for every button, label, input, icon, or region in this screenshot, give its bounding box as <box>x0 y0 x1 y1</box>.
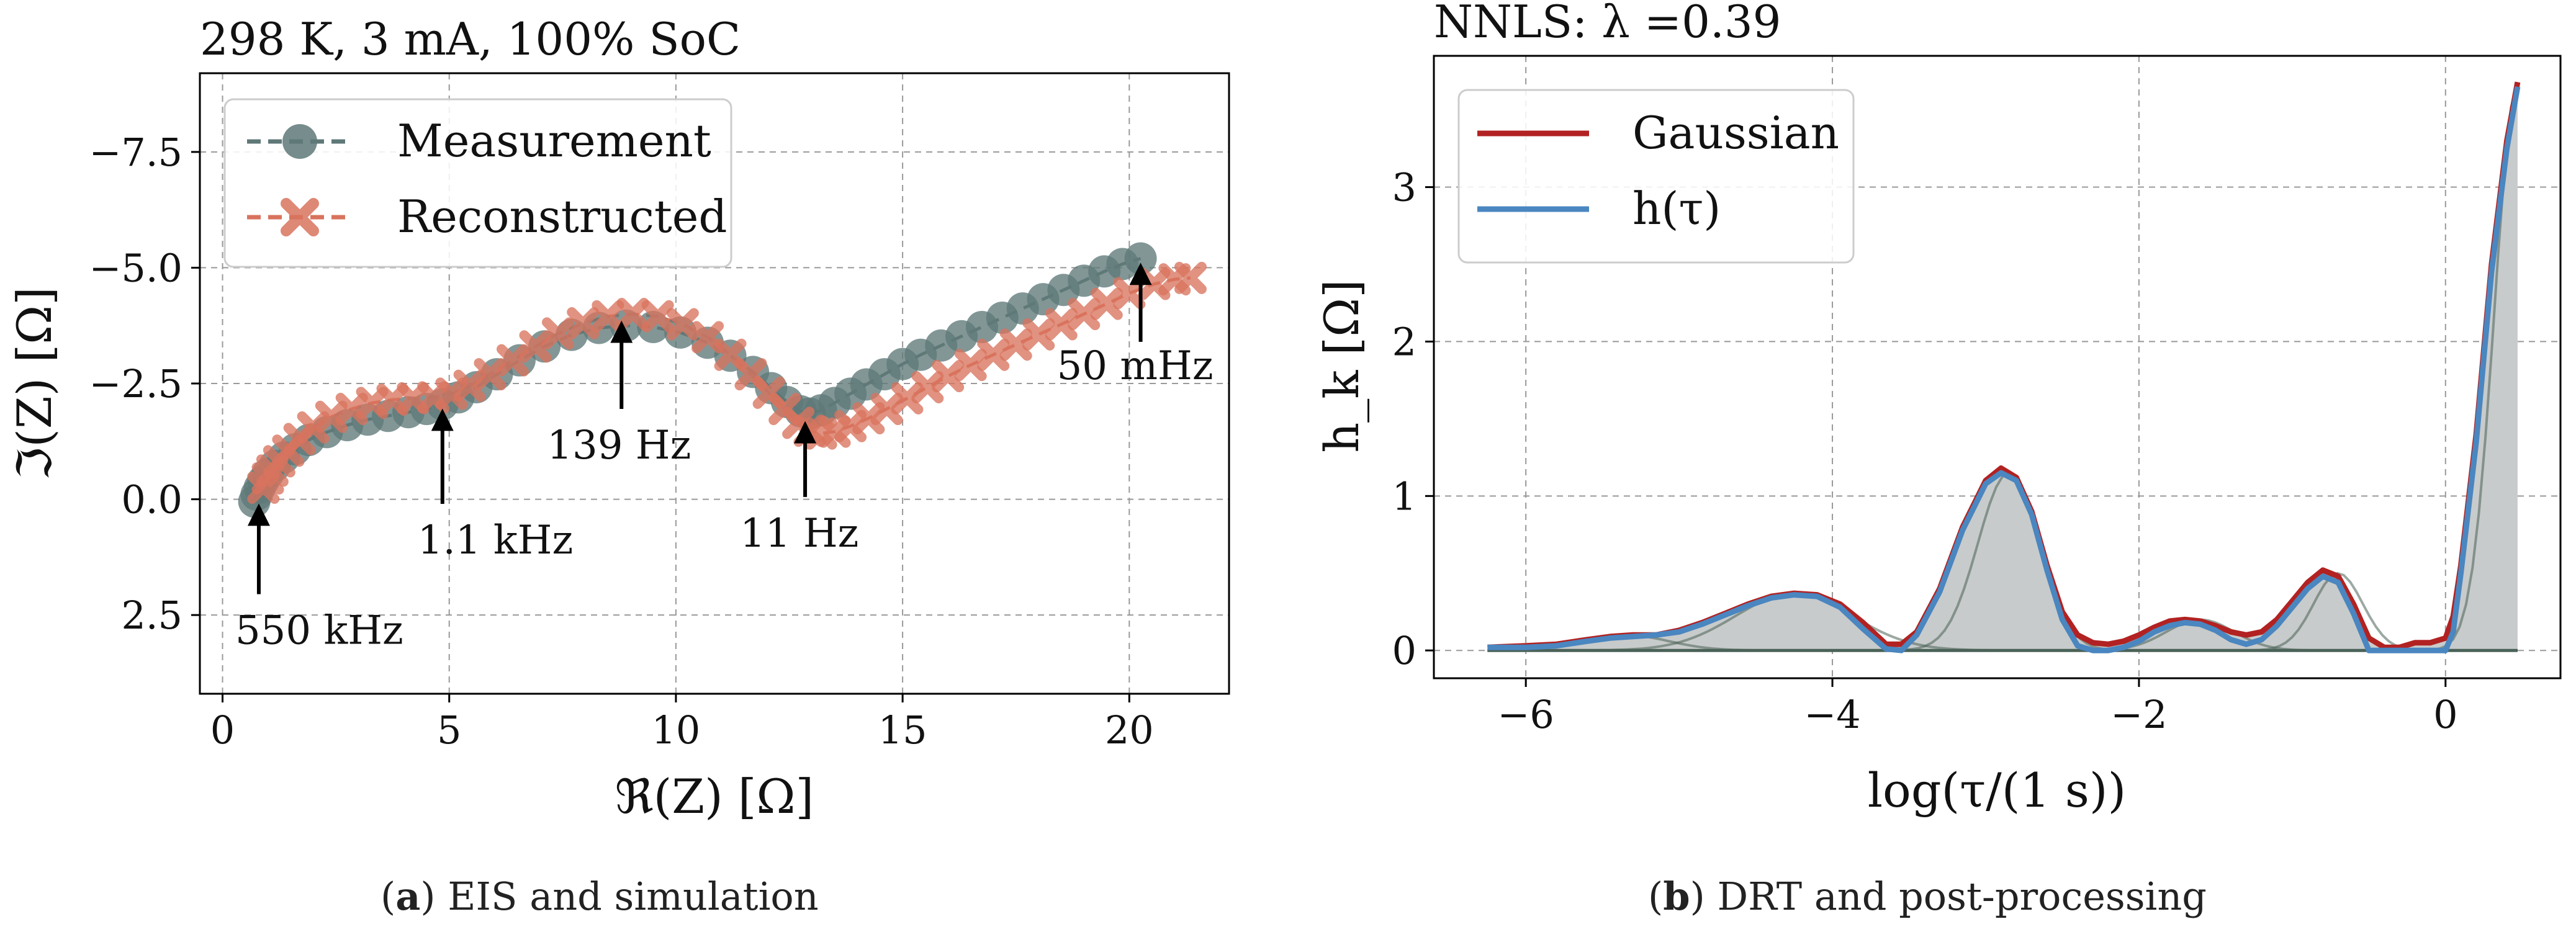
panel-b-x-tick-label: 0 <box>2433 692 2457 737</box>
panel-a-x-tick-label: 15 <box>878 707 927 753</box>
panel-a-y-tick-label: −7.5 <box>89 130 182 175</box>
reconstructed-point <box>911 370 944 403</box>
panel-a-y-tick-label: 0.0 <box>121 477 182 522</box>
panel-a-y-tick-label: −2.5 <box>89 361 182 406</box>
caption-b-letter: b <box>1663 874 1690 919</box>
panel-b-title: NNLS: λ =0.39 <box>1434 0 1781 48</box>
caption-b: (b) DRT and post-processing <box>1648 874 2207 919</box>
annotation-label: 11 Hz <box>740 511 858 557</box>
panel-a-annotations: 550 kHz 1.1 kHz 139 Hz 11 Hz 50 mHz <box>235 262 1214 654</box>
panel-b-x-tick-label: −6 <box>1497 692 1554 737</box>
panel-a-x-tick-label: 0 <box>210 707 235 753</box>
reconstructed-point <box>1045 308 1078 341</box>
panel-a-x-tick-label: 5 <box>437 707 461 753</box>
panel-b-drt-fill <box>1487 82 2518 651</box>
annotation-label: 139 Hz <box>547 423 691 468</box>
panel-a-y-ticks: −7.5 −5.0 −2.5 0.0 2.5 <box>89 130 200 638</box>
panel-a-x-tick-label: 20 <box>1105 707 1154 753</box>
reconstructed-point <box>641 300 674 333</box>
reconstructed-point <box>870 393 903 426</box>
legend-measurement-marker <box>282 124 317 159</box>
panel-b-gaussian-components <box>1487 84 2519 652</box>
panel-a-series <box>238 242 1207 518</box>
reconstructed-point <box>453 369 486 402</box>
panel-b-y-tick-label: 0 <box>1392 628 1416 673</box>
caption-a-text: EIS and simulation <box>448 874 819 919</box>
panel-a-x-label: ℜ(Z) [Ω] <box>615 769 814 824</box>
annotation-label: 1.1 kHz <box>418 518 573 563</box>
caption-b-text: DRT and post-processing <box>1717 874 2207 919</box>
reconstructed-point <box>1022 318 1055 351</box>
reconstructed-point <box>496 344 529 377</box>
reconstructed-point <box>1090 287 1123 320</box>
legend-h-tau-label: h(τ) <box>1633 182 1721 235</box>
caption-a: (a) EIS and simulation <box>381 874 819 919</box>
legend-reconstructed-marker <box>281 198 319 236</box>
reconstructed-point <box>999 328 1032 361</box>
panel-a-eis: 298 K, 3 mA, 100% SoC 550 kHz 1.1 kHz 139 … <box>7 13 1230 824</box>
panel-b-x-tick-label: −4 <box>1804 692 1860 737</box>
measurement-line <box>253 257 1142 503</box>
panel-a-title: 298 K, 3 mA, 100% SoC <box>200 13 741 65</box>
panel-b-x-tick-label: −2 <box>2110 692 2167 737</box>
reconstructed-point <box>932 360 965 393</box>
panel-b-y-tick-label: 1 <box>1392 473 1416 519</box>
reconstructed-point <box>1113 277 1146 310</box>
panel-b-y-label: h_k [Ω] <box>1314 279 1369 452</box>
panel-a-legend-box <box>223 98 732 268</box>
panel-a-y-tick-label: −5.0 <box>89 245 182 290</box>
panel-b-legend: Gaussian h(τ) <box>1457 89 1855 264</box>
panel-b-y-tick-label: 2 <box>1392 319 1416 364</box>
reconstructed-point <box>666 308 699 341</box>
panel-a-legend: Measurement Reconstructed <box>223 98 732 268</box>
panel-a-y-tick-label: 2.5 <box>121 593 182 638</box>
panel-b-plot-frame <box>1433 55 2562 679</box>
panel-b-y-ticks: 0 1 2 3 <box>1392 165 1434 673</box>
panel-b-x-label: log(τ/(1 s)) <box>1868 763 2126 818</box>
panel-a-x-ticks: 0 5 10 15 20 <box>210 694 1154 753</box>
panel-b-y-tick-label: 3 <box>1392 165 1416 210</box>
reconstructed-point <box>852 401 885 434</box>
caption-a-letter: a <box>395 874 421 919</box>
reconstructed-point <box>891 382 924 415</box>
annotation-label: 550 kHz <box>235 608 403 654</box>
legend-reconstructed-label: Reconstructed <box>397 191 727 243</box>
legend-gaussian-label: Gaussian <box>1633 107 1839 159</box>
annotation-label: 50 mHz <box>1057 343 1214 389</box>
reconstructed-point <box>567 307 600 339</box>
panel-a-y-label: ℑ(Z) [Ω] <box>7 287 62 480</box>
reconstructed-point <box>474 358 507 391</box>
reconstructed-point <box>1174 261 1207 294</box>
reconstructed-point <box>297 411 330 444</box>
panel-b-x-ticks: −6 −4 −2 0 <box>1497 678 2458 737</box>
reconstructed-point <box>977 338 1010 371</box>
reconstructed-point <box>954 349 987 382</box>
reconstructed-point <box>542 317 575 350</box>
reconstructed-point <box>519 330 552 363</box>
panel-b-h-tau-line <box>1487 86 2521 653</box>
legend-measurement-label: Measurement <box>397 115 711 167</box>
reconstructed-point <box>1068 298 1101 331</box>
panel-a-x-tick-label: 10 <box>651 707 700 753</box>
